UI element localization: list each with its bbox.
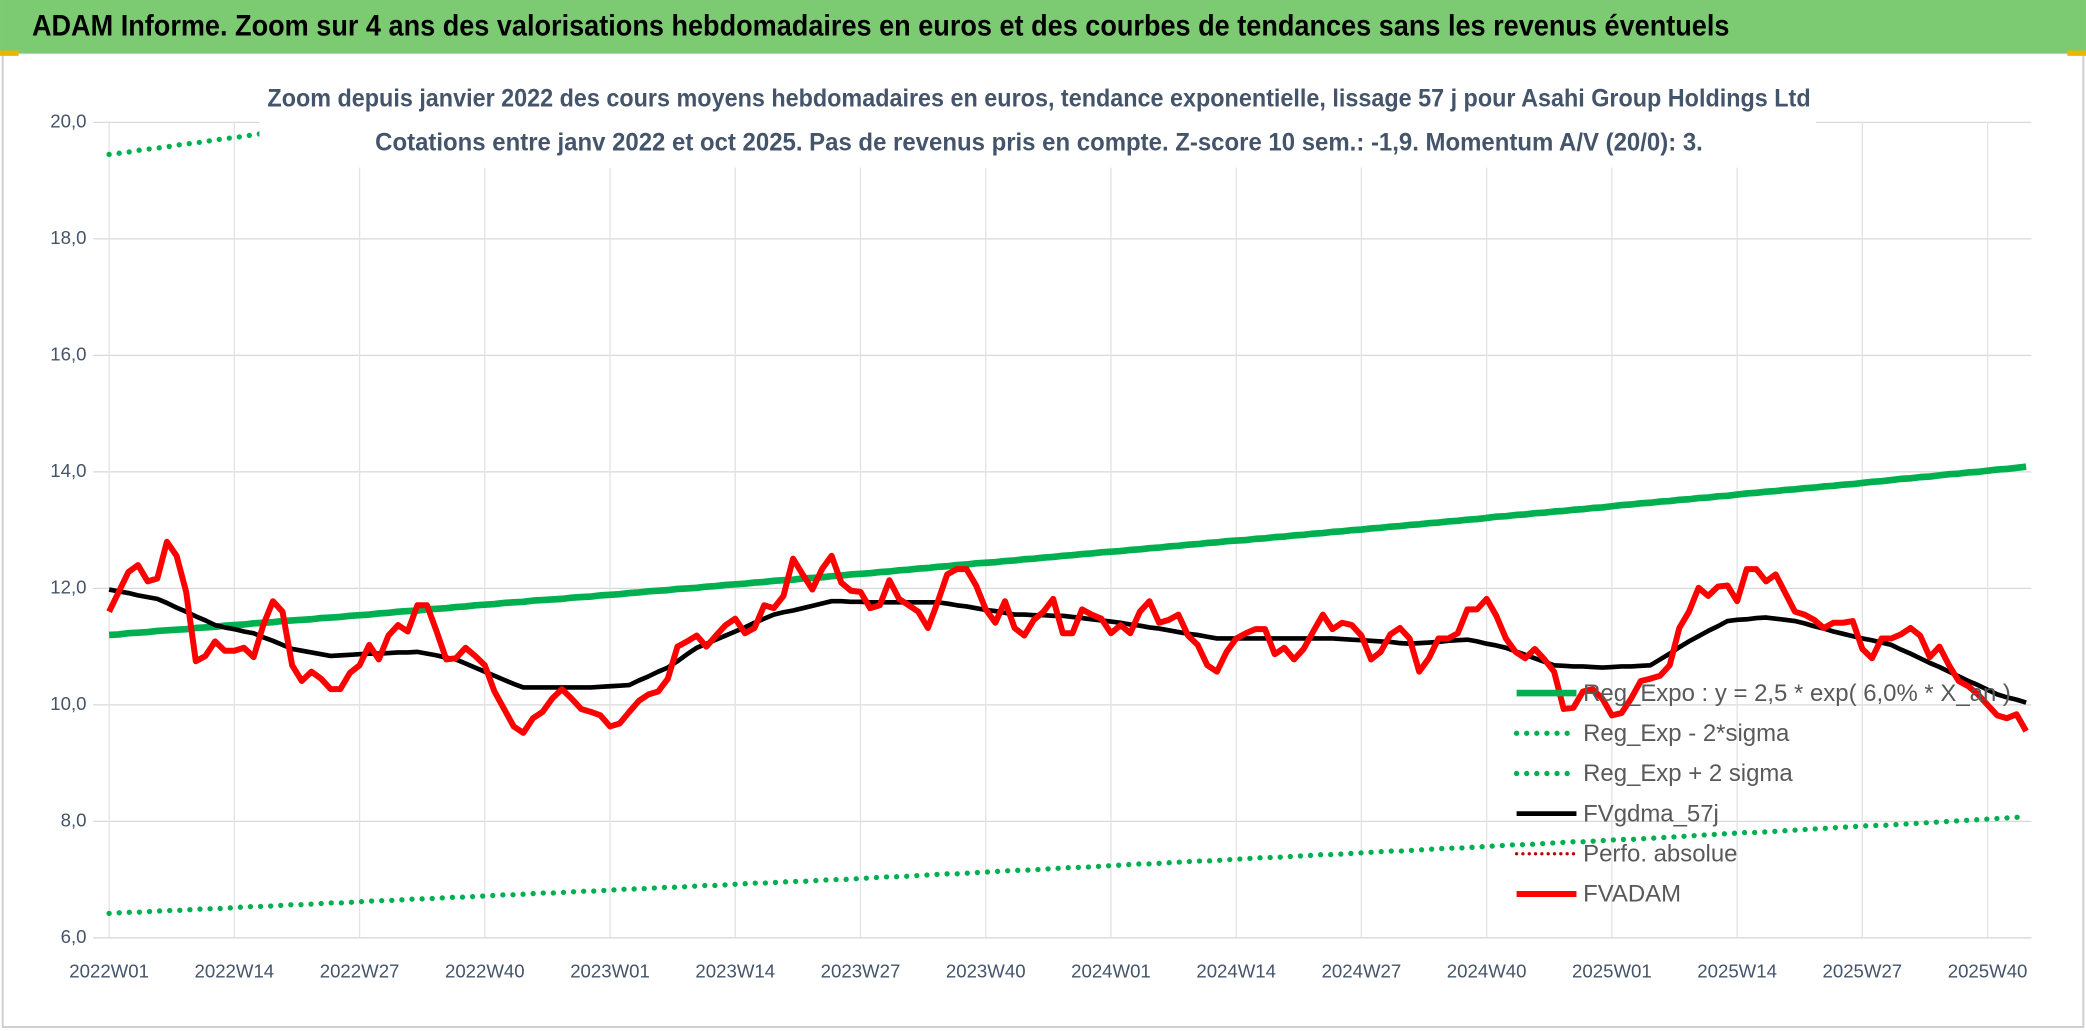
y-tick-label: 10,0 xyxy=(50,693,86,714)
corner-mark xyxy=(0,50,19,56)
x-tick-label: 2025W14 xyxy=(1697,960,1777,981)
y-tick-label: 6,0 xyxy=(61,926,87,947)
y-tick-label: 8,0 xyxy=(61,809,87,830)
x-tick-label: 2024W14 xyxy=(1196,960,1276,981)
title-box xyxy=(259,77,1816,168)
x-tick-label: 2025W40 xyxy=(1948,960,2028,981)
legend-label: Reg_Expo : y = 2,5 * exp( 6,0% * X_an ) xyxy=(1583,680,2011,707)
x-tick-label: 2022W01 xyxy=(69,960,149,981)
corner-mark xyxy=(2067,50,2086,56)
chart-subtitle: Cotations entre janv 2022 et oct 2025. P… xyxy=(375,128,1703,156)
x-tick-label: 2024W27 xyxy=(1322,960,1402,981)
series-line xyxy=(108,587,2027,705)
x-tick-label: 2024W01 xyxy=(1071,960,1151,981)
x-tick-label: 2023W27 xyxy=(821,960,901,981)
y-tick-label: 16,0 xyxy=(50,343,86,364)
header-banner xyxy=(0,0,2086,54)
x-tick-label: 2023W01 xyxy=(570,960,650,981)
chart-area xyxy=(1,52,2085,1029)
y-tick-label: 14,0 xyxy=(50,460,86,481)
legend-label: Reg_Exp + 2 sigma xyxy=(1583,760,1793,787)
legend-label: Reg_Exp - 2*sigma xyxy=(1583,720,1790,747)
y-tick-label: 20,0 xyxy=(50,110,86,131)
x-tick-label: 2025W27 xyxy=(1823,960,1903,981)
y-tick-label: 12,0 xyxy=(50,576,86,597)
x-tick-label: 2022W14 xyxy=(195,960,275,981)
series-line xyxy=(106,814,2029,917)
series-line xyxy=(106,538,2029,736)
x-tick-label: 2022W40 xyxy=(445,960,525,981)
y-tick-label: 18,0 xyxy=(50,227,86,248)
x-tick-label: 2025W01 xyxy=(1572,960,1652,981)
legend-label: Perfo. absolue xyxy=(1583,840,1737,867)
legend-label: FVADAM xyxy=(1583,881,1681,908)
legend-label: FVgdma_57j xyxy=(1583,800,1719,827)
x-tick-label: 2024W40 xyxy=(1447,960,1527,981)
x-tick-label: 2023W40 xyxy=(946,960,1026,981)
x-tick-label: 2023W14 xyxy=(695,960,775,981)
chart-title: Zoom depuis janvier 2022 des cours moyen… xyxy=(267,84,1810,112)
header-title: ADAM Informe. Zoom sur 4 ans des valoris… xyxy=(32,11,1729,43)
x-tick-label: 2022W27 xyxy=(320,960,400,981)
